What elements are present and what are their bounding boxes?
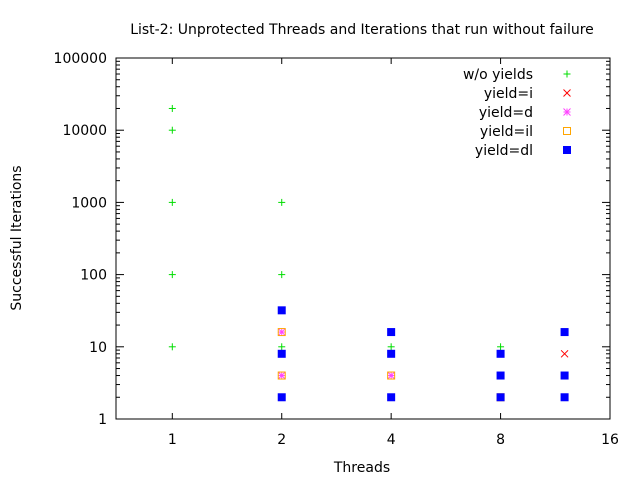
data-point: [277, 306, 286, 315]
data-point: [387, 393, 396, 402]
legend-label: w/o yields: [463, 67, 533, 83]
legend-marker: [563, 127, 571, 135]
legend-marker: [563, 146, 571, 154]
data-point: [278, 271, 286, 279]
data-point: [496, 349, 505, 358]
y-tick-label: 10: [89, 340, 107, 356]
data-point: [277, 328, 286, 336]
x-tick-label: 8: [496, 432, 505, 448]
legend: w/o yields yield=i yield=d yield=il yield=dl: [463, 67, 571, 159]
chart-title: List-2: Unprotected Threads and Iteratio…: [130, 22, 594, 38]
data-point: [277, 371, 286, 380]
x-tick-label: 2: [277, 432, 286, 448]
legend-label: yield=dl: [475, 143, 533, 159]
data-point: [497, 343, 505, 351]
y-axis: 1 10 100 1000 10000 100000: [54, 51, 610, 428]
data-point: [387, 371, 396, 380]
data-point: [387, 371, 396, 380]
data-point: [387, 349, 396, 358]
data-point: [277, 349, 286, 358]
legend-label: yield=d: [479, 105, 533, 121]
y-tick-label: 1: [98, 412, 107, 428]
x-tick-label: 1: [168, 432, 177, 448]
data-point: [277, 328, 286, 337]
data-point: [168, 198, 176, 206]
data-point: [387, 343, 395, 351]
data-point: [277, 393, 286, 402]
plot-frame: [115, 57, 611, 420]
data-point: [168, 126, 176, 134]
y-tick-label: 100: [80, 268, 107, 284]
data-point: [560, 349, 569, 358]
data-point: [496, 371, 505, 380]
legend-label: yield=il: [480, 124, 533, 140]
x-axis-label: Threads: [333, 460, 390, 476]
legend-label: yield=i: [484, 86, 533, 102]
data-point: [168, 343, 176, 351]
data-point: [387, 328, 396, 337]
legend-marker: [563, 70, 571, 78]
x-tick-label: 4: [387, 432, 396, 448]
data-point: [278, 343, 286, 351]
x-tick-label: 16: [601, 432, 619, 448]
data-point: [560, 328, 569, 337]
data-point: [277, 371, 286, 380]
data-point: [560, 393, 569, 402]
data-point: [168, 104, 176, 112]
data-point: [496, 393, 505, 402]
data-point: [560, 371, 569, 380]
legend-marker: [563, 89, 571, 97]
x-axis: 1 2 4 8 16: [168, 58, 619, 448]
y-tick-label: 1000: [71, 195, 107, 211]
legend-marker: [563, 108, 571, 116]
data-points: [168, 104, 569, 402]
y-tick-label: 100000: [54, 51, 107, 67]
y-tick-label: 10000: [62, 123, 107, 139]
data-point: [168, 271, 176, 279]
y-axis-label: Successful Iterations: [9, 165, 25, 310]
data-point: [278, 198, 286, 206]
